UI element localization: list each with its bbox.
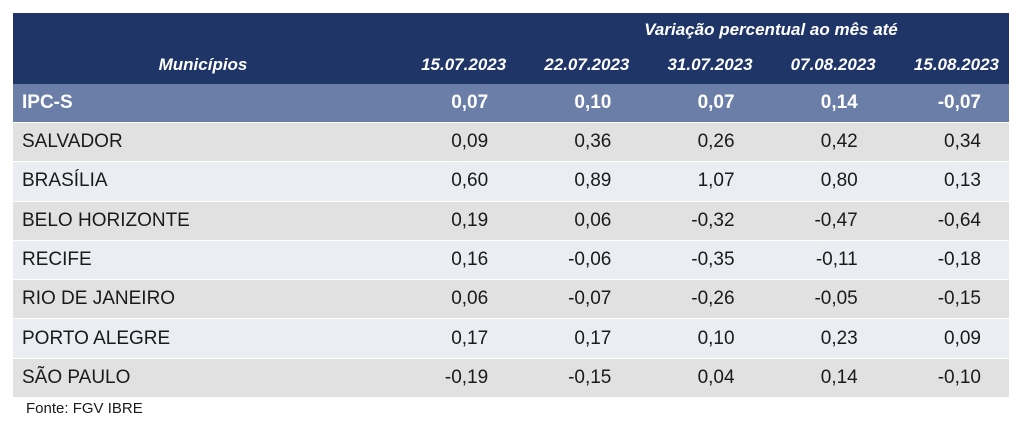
source-note: Fonte: FGV IBRE (26, 400, 143, 417)
header-date: 22.07.2023 (516, 46, 640, 84)
row-value: -0,06 (516, 240, 640, 281)
row-name: SÃO PAULO (13, 358, 393, 399)
table-row: SÃO PAULO -0,19 -0,15 0,04 0,14 -0,10 (13, 358, 1009, 399)
row-value: 0,06 (393, 279, 517, 320)
header-municipios: Municípios (13, 46, 393, 84)
header-date: 15.08.2023 (885, 46, 1009, 84)
row-value: 0,09 (885, 318, 1009, 359)
row-value: 0,10 (516, 84, 640, 123)
row-value: 0,42 (762, 122, 886, 163)
header-date: 15.07.2023 (393, 46, 517, 84)
row-value: -0,47 (762, 201, 886, 241)
row-value: -0,15 (516, 358, 640, 399)
row-value: -0,10 (885, 358, 1009, 399)
row-value: 0,36 (516, 122, 640, 163)
row-value: 0,14 (762, 84, 886, 123)
row-value: 0,17 (516, 318, 640, 359)
row-value: 0,13 (885, 161, 1009, 202)
table-row: SALVADOR 0,09 0,36 0,26 0,42 0,34 (13, 122, 1009, 163)
row-value: 0,17 (393, 318, 517, 359)
row-value: 0,89 (516, 161, 640, 202)
header-date: 07.08.2023 (762, 46, 886, 84)
row-value: -0,18 (885, 240, 1009, 281)
table-row-ipc-s: IPC-S 0,07 0,10 0,07 0,14 -0,07 (13, 84, 1009, 123)
header-row-columns: Municípios 15.07.2023 22.07.2023 31.07.2… (13, 46, 1009, 84)
row-value: -0,35 (639, 240, 763, 281)
row-value: 0,60 (393, 161, 517, 202)
header-group-label: Variação percentual ao mês até (393, 13, 1009, 46)
row-value: 0,04 (639, 358, 763, 399)
row-name: RIO DE JANEIRO (13, 279, 393, 320)
row-name: RECIFE (13, 240, 393, 281)
row-name: BRASÍLIA (13, 161, 393, 202)
row-name: IPC-S (13, 84, 393, 123)
row-value: 0,10 (639, 318, 763, 359)
table-body: IPC-S 0,07 0,10 0,07 0,14 -0,07 SALVADOR… (13, 84, 1009, 399)
row-value: -0,07 (885, 84, 1009, 123)
header-date: 31.07.2023 (639, 46, 763, 84)
table-row: RIO DE JANEIRO 0,06 -0,07 -0,26 -0,05 -0… (13, 279, 1009, 320)
row-value: 0,34 (885, 122, 1009, 163)
row-value: 0,14 (762, 358, 886, 399)
row-name: PORTO ALEGRE (13, 318, 393, 359)
row-value: 0,07 (639, 84, 763, 123)
row-value: 0,07 (393, 84, 517, 123)
row-value: 0,26 (639, 122, 763, 163)
row-value: 1,07 (639, 161, 763, 202)
table-row: PORTO ALEGRE 0,17 0,17 0,10 0,23 0,09 (13, 318, 1009, 359)
row-name: BELO HORIZONTE (13, 201, 393, 241)
row-value: -0,32 (639, 201, 763, 241)
row-value: 0,06 (516, 201, 640, 241)
row-value: -0,05 (762, 279, 886, 320)
row-value: -0,07 (516, 279, 640, 320)
row-value: 0,16 (393, 240, 517, 281)
row-value: 0,19 (393, 201, 517, 241)
ipc-s-table: Variação percentual ao mês até Município… (13, 13, 1009, 399)
ipc-s-table-wrapper: Variação percentual ao mês até Município… (13, 13, 1009, 399)
table-row: BRASÍLIA 0,60 0,89 1,07 0,80 0,13 (13, 161, 1009, 202)
row-name: SALVADOR (13, 122, 393, 163)
row-value: -0,19 (393, 358, 517, 399)
row-value: -0,64 (885, 201, 1009, 241)
row-value: 0,80 (762, 161, 886, 202)
table-row: RECIFE 0,16 -0,06 -0,35 -0,11 -0,18 (13, 240, 1009, 281)
header-row-group: Variação percentual ao mês até (13, 13, 1009, 46)
row-value: -0,11 (762, 240, 886, 281)
row-value: -0,15 (885, 279, 1009, 320)
header-empty-cell (13, 13, 393, 46)
row-value: 0,09 (393, 122, 517, 163)
table-row: BELO HORIZONTE 0,19 0,06 -0,32 -0,47 -0,… (13, 201, 1009, 241)
row-value: 0,23 (762, 318, 886, 359)
row-value: -0,26 (639, 279, 763, 320)
